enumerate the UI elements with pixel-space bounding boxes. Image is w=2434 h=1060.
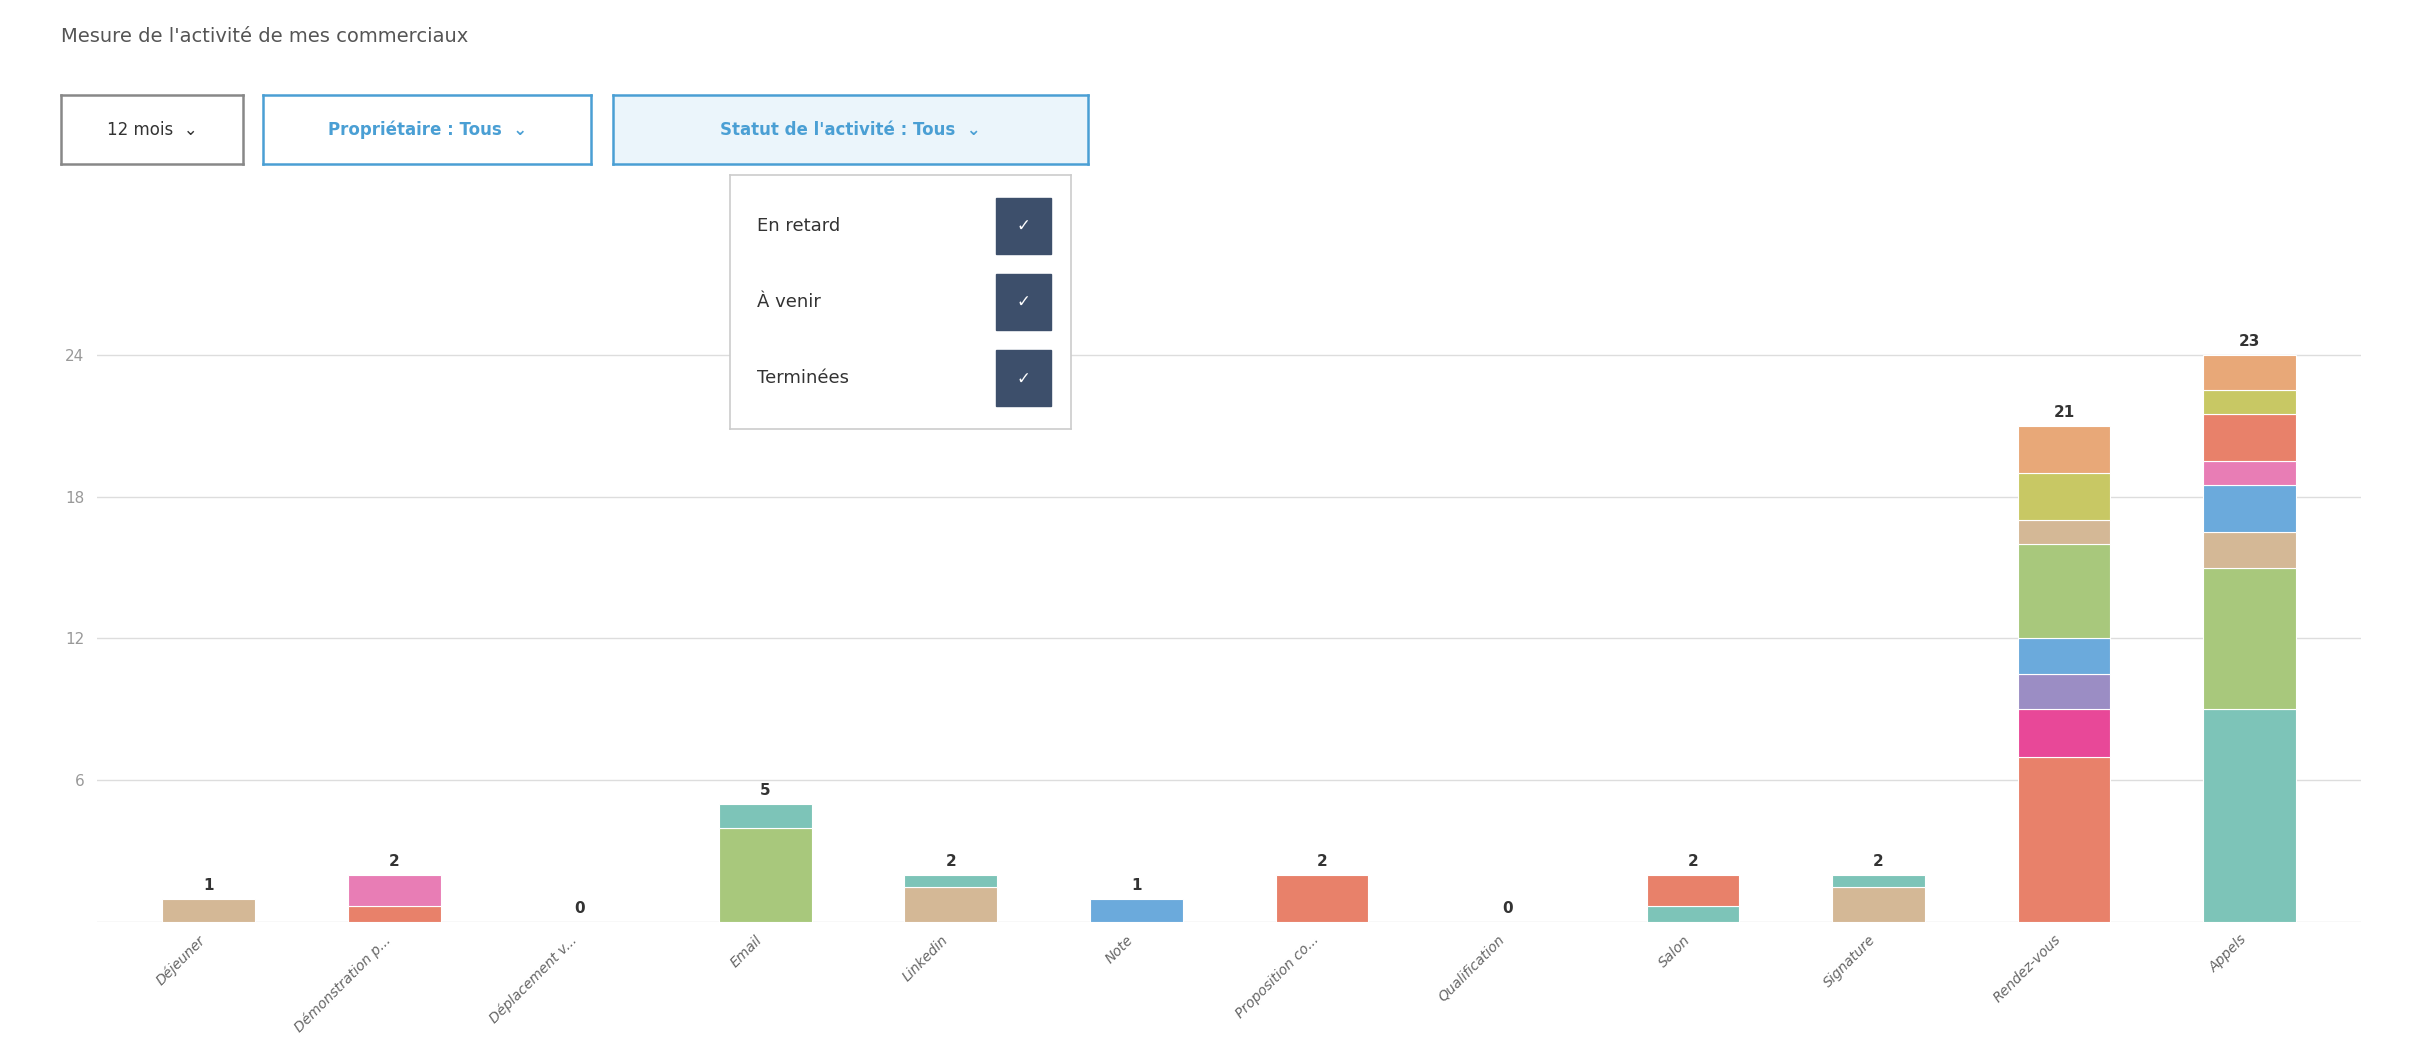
Text: ✓: ✓	[1017, 217, 1030, 234]
Bar	[2203, 355, 2295, 390]
Bar	[2018, 473, 2110, 520]
Text: En retard: En retard	[757, 217, 840, 234]
Bar	[2203, 461, 2295, 484]
Bar	[2203, 390, 2295, 413]
Bar	[1090, 899, 1183, 922]
Bar	[1648, 905, 1740, 922]
Bar	[2203, 413, 2295, 461]
Bar	[1275, 874, 1368, 922]
Bar	[2018, 426, 2110, 473]
Text: 5: 5	[759, 783, 772, 798]
Text: 2: 2	[1687, 854, 1699, 869]
Bar	[2018, 520, 2110, 544]
Bar	[2203, 532, 2295, 567]
Text: 0: 0	[574, 901, 584, 916]
Bar	[2018, 674, 2110, 709]
Bar	[1648, 874, 1740, 905]
Bar	[2203, 709, 2295, 922]
Bar	[2203, 567, 2295, 709]
Text: 12 mois  ⌄: 12 mois ⌄	[107, 121, 197, 139]
FancyBboxPatch shape	[996, 275, 1051, 330]
Text: 1: 1	[204, 878, 214, 893]
FancyBboxPatch shape	[996, 351, 1051, 406]
Bar	[2203, 484, 2295, 532]
Bar	[2018, 757, 2110, 922]
Bar	[718, 828, 811, 922]
Bar	[718, 803, 811, 828]
Bar	[348, 905, 441, 922]
Text: ✓: ✓	[1017, 294, 1030, 311]
Bar	[2018, 544, 2110, 638]
Bar	[163, 899, 256, 922]
Bar	[2018, 709, 2110, 757]
Text: Statut de l'activité : Tous  ⌄: Statut de l'activité : Tous ⌄	[720, 121, 981, 139]
Text: 2: 2	[944, 854, 957, 869]
FancyBboxPatch shape	[996, 198, 1051, 253]
Text: Propriétaire : Tous  ⌄: Propriétaire : Tous ⌄	[329, 121, 526, 139]
Text: 2: 2	[1874, 854, 1884, 869]
Text: 2: 2	[1317, 854, 1327, 869]
Text: 1: 1	[1132, 878, 1142, 893]
Bar	[905, 887, 998, 922]
Bar	[2018, 638, 2110, 674]
Bar	[1833, 874, 1925, 887]
Text: 23: 23	[2239, 334, 2261, 349]
Text: Mesure de l'activité de mes commerciaux: Mesure de l'activité de mes commerciaux	[61, 26, 467, 46]
Text: 2: 2	[389, 854, 399, 869]
Bar	[1833, 887, 1925, 922]
Text: ✓: ✓	[1017, 370, 1030, 387]
Text: 21: 21	[2054, 405, 2074, 420]
Bar	[905, 874, 998, 887]
Text: À venir: À venir	[757, 294, 820, 311]
Text: Terminées: Terminées	[757, 370, 849, 387]
Text: 0: 0	[1502, 901, 1514, 916]
Bar	[348, 874, 441, 905]
